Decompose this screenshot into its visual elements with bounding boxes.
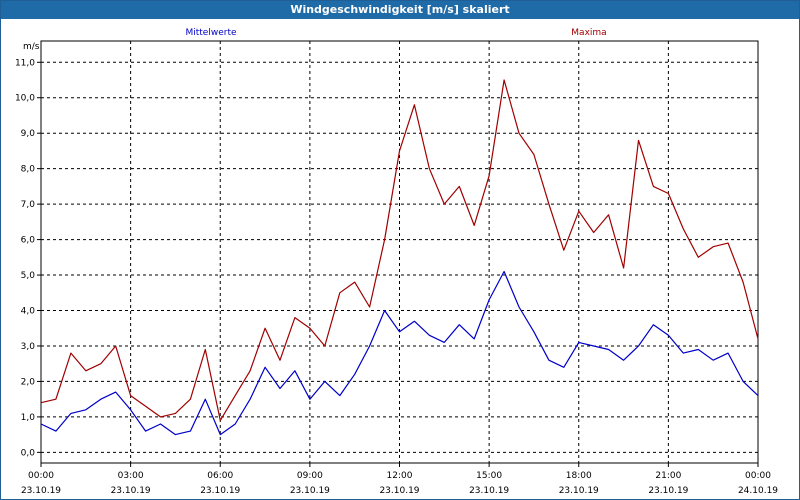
- x-tick-time-label: 06:00: [207, 471, 233, 481]
- y-tick-label: 8,0: [21, 165, 36, 175]
- x-tick-time-label: 00:00: [745, 471, 771, 481]
- y-tick-label: 1,0: [21, 413, 36, 423]
- y-tick-label: 6,0: [21, 236, 36, 246]
- x-tick-date-label: 23.10.19: [379, 486, 419, 496]
- series-line-mittelwerte: [40, 270, 759, 436]
- x-tick-date-label: 24.10.19: [738, 486, 778, 496]
- x-tick-time-label: 00:00: [28, 471, 54, 481]
- x-tick-time-label: 21:00: [655, 471, 681, 481]
- y-tick-label: 3,0: [21, 342, 36, 352]
- y-tick-label: 7,0: [21, 200, 36, 210]
- x-tick-time-label: 03:00: [118, 471, 144, 481]
- x-tick-date-label: 23.10.19: [21, 486, 61, 496]
- y-tick-label: 5,0: [21, 271, 36, 281]
- y-tick-label: 4,0: [21, 307, 36, 317]
- x-tick-date-label: 23.10.19: [200, 486, 240, 496]
- y-tick-label: 10,0: [15, 94, 35, 104]
- y-tick-label: 9,0: [21, 129, 36, 139]
- x-tick-time-label: 09:00: [297, 471, 323, 481]
- y-axis-label: m/s: [23, 42, 40, 52]
- legend-mittelwerte: Mittelwerte: [185, 28, 236, 38]
- x-tick-date-label: 23.10.19: [559, 486, 599, 496]
- series-line-maxima: [40, 79, 759, 421]
- x-tick-time-label: 15:00: [476, 471, 502, 481]
- y-tick-label: 2,0: [21, 377, 36, 387]
- x-tick-date-label: 23.10.19: [469, 486, 509, 496]
- x-tick-time-label: 18:00: [566, 471, 592, 481]
- window-title: Windgeschwindigkeit [m/s] skaliert: [1, 1, 799, 19]
- legend-maxima: Maxima: [571, 28, 606, 38]
- y-tick-label: 11,0: [15, 58, 35, 68]
- x-tick-time-label: 12:00: [387, 471, 413, 481]
- x-tick-date-label: 23.10.19: [648, 486, 688, 496]
- x-tick-date-label: 23.10.19: [111, 486, 151, 496]
- x-tick-date-label: 23.10.19: [290, 486, 330, 496]
- y-tick-label: 0,0: [21, 448, 36, 458]
